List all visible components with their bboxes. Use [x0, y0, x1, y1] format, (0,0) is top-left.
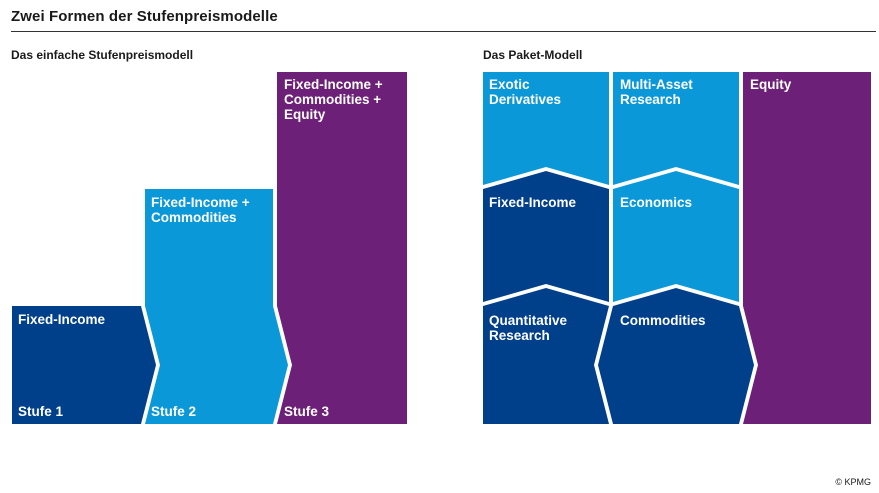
page-title: Zwei Formen der Stufenpreismodelle [11, 8, 278, 25]
stufe2-label: Fixed-Income + Commodities [151, 195, 250, 225]
commodities-label: Commodities [620, 313, 706, 328]
title-divider [11, 31, 876, 32]
stufe1-label: Fixed-Income [18, 312, 106, 327]
copyright-notice: © KPMG [835, 477, 871, 487]
quantitative-research-shape [483, 288, 609, 424]
commodities-shape [598, 288, 754, 424]
multi-asset-research-label: Multi-Asset Research [620, 77, 693, 107]
multi-asset-research-shape [613, 72, 739, 185]
fixed-income-shape [483, 171, 609, 302]
equity-shape [743, 72, 871, 424]
stufe1-name: Stufe 1 [18, 404, 64, 419]
economics-label: Economics [620, 195, 693, 210]
stufe3-label: Fixed-Income + Commodities + Equity [284, 77, 383, 122]
package-model-heading: Das Paket-Modell [483, 48, 583, 62]
economics-shape [613, 171, 739, 302]
stufe3-shape [277, 72, 407, 424]
stufe2-name: Stufe 2 [151, 404, 197, 419]
equity-label: Equity [750, 77, 792, 92]
simple-model-heading: Das einfache Stufenpreismodell [11, 48, 194, 62]
stufe3-name: Stufe 3 [284, 404, 330, 419]
stufe2-shape [145, 189, 288, 424]
quantitative-research-label: Quantitative Research [489, 313, 568, 343]
stufe1-shape [12, 306, 156, 424]
exotic-derivatives-shape [483, 72, 609, 185]
fixed-income-label: Fixed-Income [489, 195, 577, 210]
exotic-derivatives-label: Exotic Derivatives [489, 77, 562, 107]
